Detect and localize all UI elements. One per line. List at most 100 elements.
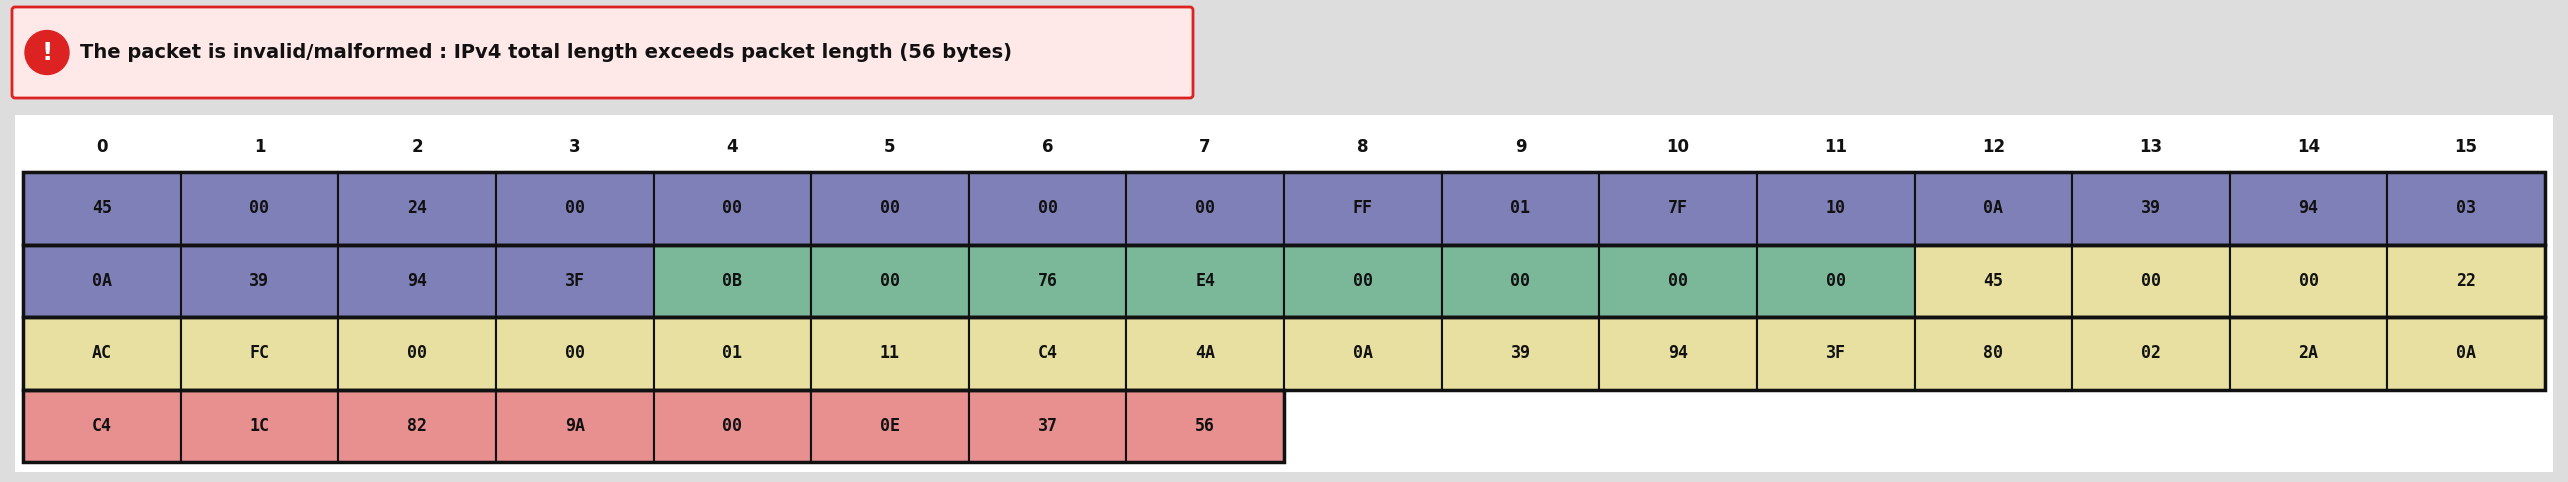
Text: 11: 11 xyxy=(881,344,899,362)
Bar xyxy=(23,244,180,317)
Bar xyxy=(1441,244,1600,317)
Text: C4: C4 xyxy=(92,417,113,435)
Text: 0B: 0B xyxy=(722,272,742,290)
Text: 0A: 0A xyxy=(1982,199,2003,217)
Text: 94: 94 xyxy=(408,272,426,290)
Text: 00: 00 xyxy=(1826,272,1846,290)
Text: 00: 00 xyxy=(408,344,426,362)
Text: 0E: 0E xyxy=(881,417,899,435)
Text: 3F: 3F xyxy=(565,272,586,290)
Bar xyxy=(1284,244,1441,317)
Bar xyxy=(652,244,811,317)
Text: 00: 00 xyxy=(881,272,899,290)
Text: 45: 45 xyxy=(1982,272,2003,290)
Text: 12: 12 xyxy=(1982,138,2006,156)
Text: 82: 82 xyxy=(408,417,426,435)
Text: E4: E4 xyxy=(1194,272,1215,290)
Text: 9A: 9A xyxy=(565,417,586,435)
Text: 00: 00 xyxy=(1510,272,1531,290)
Bar xyxy=(1916,317,2072,389)
Text: 0: 0 xyxy=(95,138,108,156)
Bar xyxy=(968,172,1127,244)
Text: 01: 01 xyxy=(722,344,742,362)
Bar xyxy=(15,115,2553,472)
Text: 3: 3 xyxy=(570,138,580,156)
Text: 0A: 0A xyxy=(92,272,113,290)
Bar xyxy=(1284,172,1441,244)
Text: 22: 22 xyxy=(2455,272,2476,290)
Text: 7F: 7F xyxy=(1669,199,1687,217)
Bar xyxy=(968,389,1127,462)
Bar xyxy=(811,389,968,462)
Text: 5: 5 xyxy=(883,138,896,156)
Bar xyxy=(339,317,496,389)
Bar xyxy=(496,389,652,462)
Bar xyxy=(339,389,496,462)
Bar xyxy=(1600,244,1757,317)
Text: 00: 00 xyxy=(565,344,586,362)
Text: 8: 8 xyxy=(1356,138,1369,156)
Bar xyxy=(1127,172,1284,244)
Text: 94: 94 xyxy=(2298,199,2319,217)
Text: 10: 10 xyxy=(1826,199,1846,217)
Bar xyxy=(23,172,180,244)
Text: 2A: 2A xyxy=(2298,344,2319,362)
Text: 94: 94 xyxy=(1669,344,1687,362)
Bar xyxy=(652,317,811,389)
Bar xyxy=(1757,244,1916,317)
Bar xyxy=(2229,172,2388,244)
Text: 15: 15 xyxy=(2455,138,2478,156)
Bar xyxy=(652,172,811,244)
Text: 37: 37 xyxy=(1037,417,1058,435)
Bar xyxy=(811,172,968,244)
Bar xyxy=(339,244,496,317)
Text: 4A: 4A xyxy=(1194,344,1215,362)
Bar xyxy=(2388,172,2545,244)
Text: 9: 9 xyxy=(1515,138,1525,156)
Bar xyxy=(1757,172,1916,244)
Text: 0A: 0A xyxy=(2455,344,2476,362)
Bar xyxy=(1441,172,1600,244)
Bar xyxy=(2388,317,2545,389)
Text: 01: 01 xyxy=(1510,199,1531,217)
Bar xyxy=(811,317,968,389)
Text: 39: 39 xyxy=(2142,199,2160,217)
Text: 80: 80 xyxy=(1982,344,2003,362)
Bar xyxy=(1916,244,2072,317)
Bar xyxy=(1127,244,1284,317)
Bar xyxy=(1600,317,1757,389)
Text: 14: 14 xyxy=(2296,138,2319,156)
Text: 7: 7 xyxy=(1199,138,1212,156)
Text: 0A: 0A xyxy=(1353,344,1374,362)
Bar xyxy=(1916,172,2072,244)
Text: AC: AC xyxy=(92,344,113,362)
Circle shape xyxy=(26,30,69,75)
Text: 03: 03 xyxy=(2455,199,2476,217)
Bar xyxy=(1600,172,1757,244)
Bar xyxy=(23,317,2545,389)
Text: 2: 2 xyxy=(411,138,424,156)
Text: 6: 6 xyxy=(1043,138,1053,156)
Bar xyxy=(496,244,652,317)
Text: FC: FC xyxy=(249,344,270,362)
Bar xyxy=(1127,317,1284,389)
Text: 10: 10 xyxy=(1667,138,1690,156)
Text: 00: 00 xyxy=(1037,199,1058,217)
Text: 00: 00 xyxy=(722,199,742,217)
Bar xyxy=(339,172,496,244)
Text: 00: 00 xyxy=(1353,272,1374,290)
Text: 00: 00 xyxy=(1194,199,1215,217)
Text: !: ! xyxy=(41,40,54,65)
Text: FF: FF xyxy=(1353,199,1374,217)
Text: 56: 56 xyxy=(1194,417,1215,435)
Text: 00: 00 xyxy=(2142,272,2160,290)
Bar xyxy=(652,389,811,462)
Bar xyxy=(2072,244,2229,317)
Text: 13: 13 xyxy=(2139,138,2162,156)
Text: 00: 00 xyxy=(881,199,899,217)
Bar xyxy=(23,317,180,389)
Text: 00: 00 xyxy=(565,199,586,217)
Bar xyxy=(180,389,339,462)
Bar xyxy=(968,244,1127,317)
Text: 00: 00 xyxy=(249,199,270,217)
